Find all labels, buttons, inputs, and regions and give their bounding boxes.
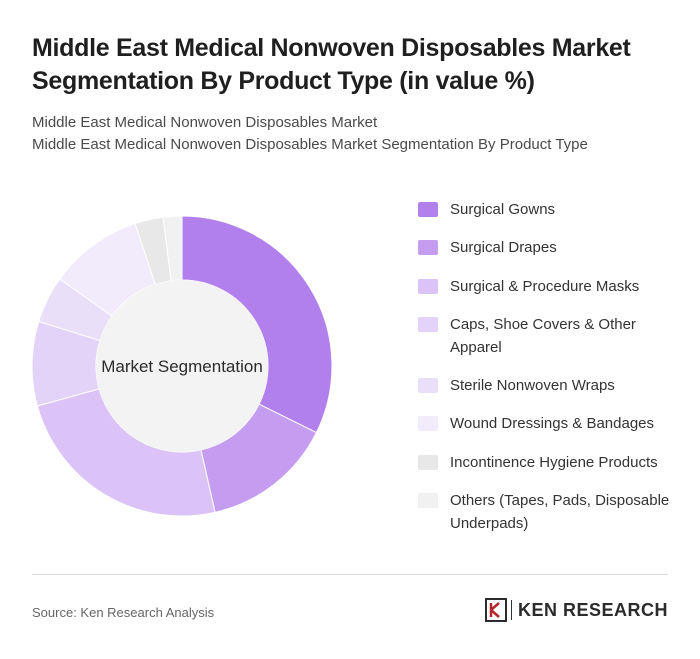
legend-label: Caps, Shoe Covers & Other Apparel — [450, 316, 636, 356]
legend-item: Wound Dressings & Bandages — [418, 412, 678, 435]
logo-separator — [510, 600, 512, 620]
legend-swatch — [418, 455, 438, 470]
subtitle-line-1: Middle East Medical Nonwoven Disposables… — [32, 114, 378, 131]
legend-label: Sterile Nonwoven Wraps — [450, 377, 615, 394]
ken-research-logo: KEN RESEARCH — [484, 598, 668, 622]
legend-swatch — [418, 279, 438, 294]
legend-item: Incontinence Hygiene Products — [418, 451, 678, 474]
legend-label: Surgical & Procedure Masks — [450, 278, 640, 295]
footer-divider — [32, 574, 668, 575]
donut-center-label: Market Segmentation — [101, 357, 263, 376]
legend-swatch — [418, 493, 438, 508]
legend-item: Surgical Gowns — [418, 198, 678, 221]
legend-item: Surgical & Procedure Masks — [418, 275, 678, 298]
donut-hole — [96, 280, 268, 452]
legend-swatch — [418, 202, 438, 217]
legend-swatch — [418, 378, 438, 393]
donut-slices — [31, 215, 333, 517]
subtitle-line-2: Middle East Medical Nonwoven Disposables… — [32, 136, 588, 153]
legend-label: Others (Tapes, Pads, Disposable Underpad… — [450, 492, 670, 532]
legend-label: Surgical Drapes — [450, 239, 557, 256]
chart-subtitle: Middle East Medical Nonwoven Disposables… — [32, 112, 672, 156]
source-note: Source: Ken Research Analysis — [32, 605, 215, 620]
legend-label: Surgical Gowns — [450, 201, 556, 218]
donut-chart: Market Segmentation — [31, 215, 333, 517]
legend-swatch — [418, 416, 438, 431]
logo-text: KEN RESEARCH — [517, 599, 668, 620]
legend-item: Sterile Nonwoven Wraps — [418, 374, 678, 397]
legend-item: Caps, Shoe Covers & Other Apparel — [418, 313, 678, 359]
legend-item: Surgical Drapes — [418, 236, 678, 259]
legend-label: Wound Dressings & Bandages — [450, 415, 655, 432]
chart-title: Middle East Medical Nonwoven Disposables… — [32, 34, 631, 95]
legend-item: Others (Tapes, Pads, Disposable Underpad… — [418, 489, 678, 535]
legend-swatch — [418, 317, 438, 332]
legend-label: Incontinence Hygiene Products — [450, 454, 658, 471]
legend-swatch — [418, 240, 438, 255]
ken-research-logo-icon — [484, 598, 507, 622]
